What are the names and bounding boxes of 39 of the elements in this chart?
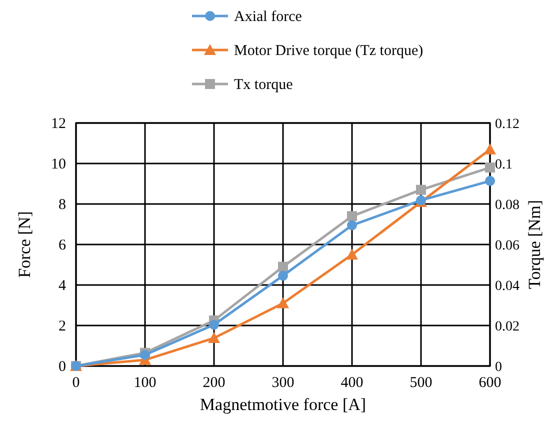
x-tick-label: 500 <box>410 375 432 391</box>
point <box>278 262 288 272</box>
y2-axis-title: Torque [Nm] <box>525 200 544 289</box>
y-tick-label: 4 <box>58 278 66 294</box>
y-tick-label: 8 <box>58 197 66 213</box>
legend-label: Motor Drive torque (Tz torque) <box>234 43 424 59</box>
point <box>416 184 426 195</box>
point <box>484 143 496 154</box>
y2-tick-label: 0.12 <box>495 117 520 132</box>
point <box>485 162 495 173</box>
y2-tick-label: 0.04 <box>495 279 520 294</box>
x-tick-label: 200 <box>202 375 226 391</box>
y2-tick-label: 0.06 <box>495 238 520 254</box>
y-tick-label: 10 <box>51 156 66 172</box>
y2-tick-label: 0.1 <box>495 158 512 172</box>
y-tick-label: 6 <box>58 238 66 254</box>
point <box>347 220 357 230</box>
point <box>277 297 289 308</box>
point <box>485 176 495 186</box>
y-tick-label: 0 <box>58 359 66 375</box>
x-tick-label: 0 <box>72 375 80 391</box>
point <box>278 270 288 281</box>
y-tick-label: 12 <box>51 116 66 132</box>
legend-label: Axial force <box>234 9 302 25</box>
point <box>347 211 357 222</box>
y-axis-title: Force [N] <box>15 211 34 278</box>
y2-tick-label: 0.08 <box>495 198 520 213</box>
y2-tick-label: 0.02 <box>495 320 520 334</box>
point <box>209 320 219 330</box>
x-tick-label: 600 <box>478 375 502 391</box>
legend-label: Tx torque <box>234 77 294 93</box>
x-tick-label: 300 <box>272 375 294 391</box>
x-tick-label: 400 <box>340 375 364 391</box>
y2-tick-label: 0 <box>495 360 502 375</box>
point <box>208 332 220 344</box>
x-tick-label: 100 <box>134 375 156 391</box>
x-axis-title: Magnetmotive force [A] <box>200 395 366 414</box>
y-tick-label: 2 <box>58 318 66 334</box>
point <box>346 248 358 260</box>
